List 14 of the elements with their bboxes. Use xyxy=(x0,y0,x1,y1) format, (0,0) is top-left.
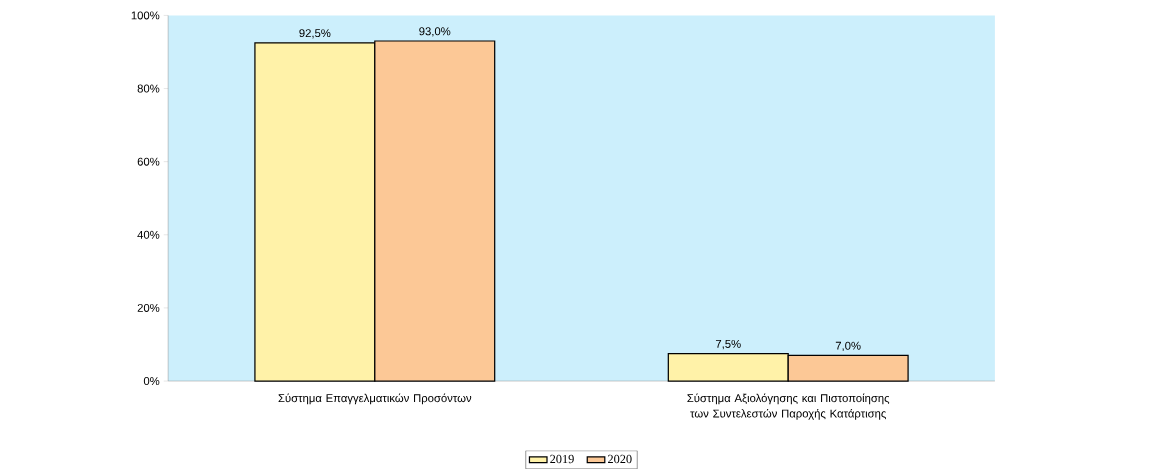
y-tick-label: 20% xyxy=(137,303,160,312)
data-label: 7,5% xyxy=(715,339,741,350)
y-tick-label: 60% xyxy=(137,157,160,166)
y-tick-label: 100% xyxy=(131,11,160,20)
data-label: 7,0% xyxy=(835,341,861,352)
y-tick-label: 0% xyxy=(143,377,160,386)
x-tick-label: Σύστημα Επαγγελματικών Προσόντων xyxy=(278,393,472,405)
y-tick-label: 40% xyxy=(137,230,160,239)
legend-label: 2019 xyxy=(550,454,574,464)
data-label: 93,0% xyxy=(419,27,451,37)
x-tick-label: Σύστημα Αξιολόγησης και Πιστοποίησης των Συντελεστών Παροχής Κατάρτισης xyxy=(687,393,890,420)
legend-label: 2020 xyxy=(608,454,632,464)
data-label: 92,5% xyxy=(299,29,331,39)
y-tick-label: 80% xyxy=(137,84,160,93)
